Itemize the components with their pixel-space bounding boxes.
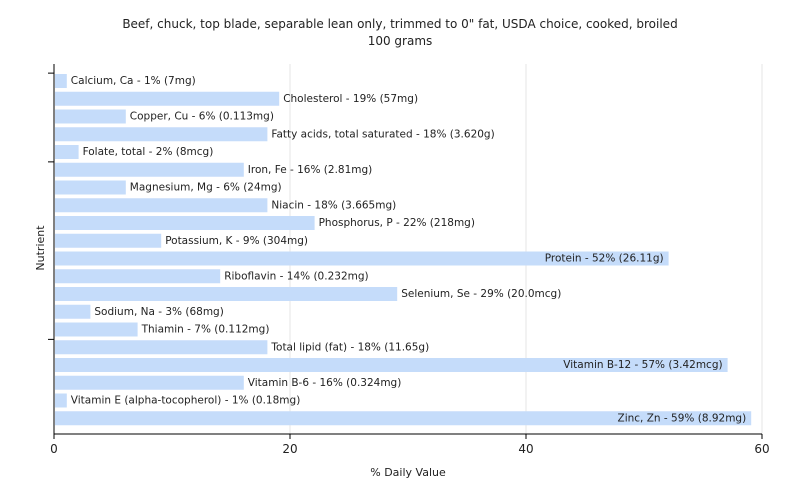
bar-label: Zinc, Zn - 59% (8.92mg) [618,412,747,424]
bar-label: Selenium, Se - 29% (20.0mcg) [401,288,561,300]
bar [55,322,138,337]
x-tick-label: 0 [50,442,58,456]
bar [55,358,728,372]
chart-title-line-1: Beef, chuck, top blade, separable lean o… [122,17,678,31]
bar [55,251,669,266]
bar [55,127,268,142]
bar-label: Total lipid (fat) - 18% (11.65g) [270,341,429,353]
bar [55,304,91,319]
bar [55,233,162,248]
x-tick-label: 60 [754,442,769,456]
x-tick-label: 40 [518,442,533,456]
bar [55,162,244,177]
bar-label: Vitamin E (alpha-tocopherol) - 1% (0.18m… [71,395,300,407]
bar-layer: Calcium, Ca - 1% (7mg) Cholesterol - 19% … [55,74,752,426]
bar-label: Vitamin B-6 - 16% (0.324mg) [248,377,402,389]
bar-label: Niacin - 18% (3.665mg) [271,199,396,211]
chart-title-line-2: 100 grams [367,34,433,48]
bar-label: Thiamin - 7% (0.112mg) [141,324,270,336]
x-axis-label: % Daily Value [370,466,446,479]
bar-label: Potassium, K - 9% (304mg) [165,235,308,247]
chart-title: Beef, chuck, top blade, separable lean o… [0,16,800,50]
bar-label: Calcium, Ca - 1% (7mg) [71,75,196,87]
bar [55,269,221,284]
bar-label: Protein - 52% (26.11g) [545,253,664,265]
bar-label: Magnesium, Mg - 6% (24mg) [130,182,282,194]
grid-layer [289,64,763,434]
bar-label: Folate, total - 2% (8mcg) [83,146,214,158]
x-tick-label: 20 [282,442,297,456]
bar [55,411,752,426]
bar-label: Riboflavin - 14% (0.232mg) [224,270,368,282]
bar-label: Fatty acids, total saturated - 18% (3.62… [271,128,494,140]
bar [55,74,67,88]
bar [55,287,398,301]
bar [55,109,126,124]
bar [55,393,67,408]
bar-label: Sodium, Na - 3% (68mg) [94,306,223,318]
bar [55,180,126,195]
bar-label: Vitamin B-12 - 57% (3.42mcg) [563,359,722,371]
bar [55,375,244,390]
bar [55,340,268,355]
bar [55,216,315,230]
bar-label: Iron, Fe - 16% (2.81mg) [248,164,372,176]
axis-layer: 0 20 40 60 [48,64,770,456]
bar [55,145,79,159]
bar-label: Cholesterol - 19% (57mg) [283,93,418,105]
bar [55,198,268,213]
bar-label: Copper, Cu - 6% (0.113mg) [130,111,274,123]
bar-label: Phosphorus, P - 22% (218mg) [319,217,475,229]
bar [55,91,280,106]
y-axis-label: Nutrient [34,225,47,271]
